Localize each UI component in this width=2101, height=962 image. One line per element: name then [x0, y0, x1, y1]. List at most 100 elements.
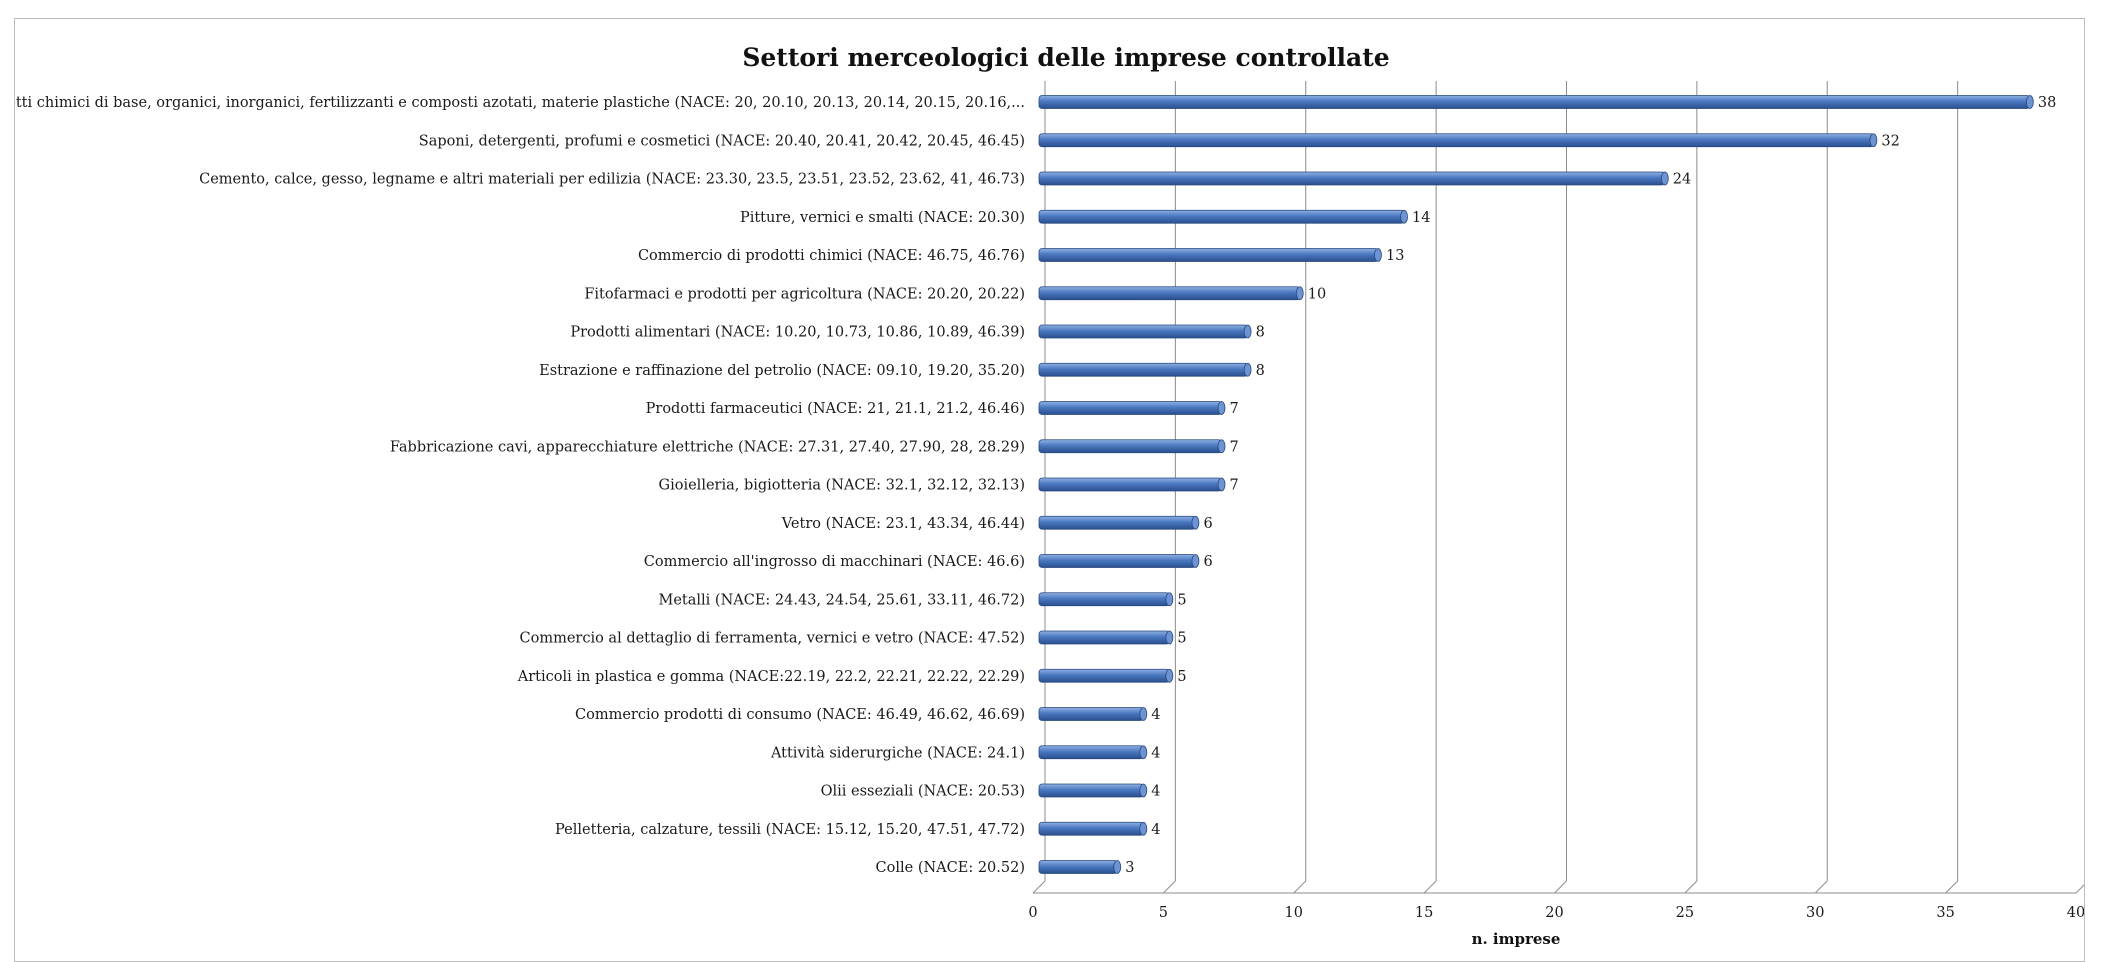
bar — [1038, 630, 1170, 645]
category-label: Saponi, detergenti, profumi e cosmetici … — [419, 133, 1025, 149]
data-label: 7 — [1230, 478, 1239, 494]
data-label: 8 — [1256, 325, 1265, 341]
chart-title: Settori merceologici delle imprese contr… — [742, 43, 1389, 72]
gridline-floor — [1814, 880, 1828, 894]
data-label: 7 — [1230, 401, 1239, 417]
data-label: 6 — [1203, 516, 1212, 532]
data-label: 4 — [1151, 822, 1160, 838]
chart-frame: Settori merceologici delle imprese contr… — [14, 18, 2085, 962]
category-label: Fitofarmaci e prodotti per agricoltura (… — [584, 286, 1025, 302]
gridline-floor — [1554, 880, 1567, 894]
x-axis-title: n. imprese — [1472, 930, 1561, 948]
bar — [1038, 745, 1144, 760]
data-label: 5 — [1177, 669, 1186, 685]
x-tick-label: 10 — [1285, 905, 1303, 921]
data-label: 14 — [1412, 210, 1430, 226]
bar — [1038, 286, 1301, 301]
category-label: Commercio di prodotti chimici (NACE: 46.… — [638, 248, 1025, 264]
bar-cap — [1113, 860, 1122, 874]
data-label: 8 — [1256, 363, 1265, 379]
data-label: 4 — [1151, 707, 1160, 723]
category-label: Attività siderurgiche (NACE: 24.1) — [770, 744, 1025, 761]
category-label: Gioielleria, bigiotteria (NACE: 32.1, 32… — [659, 478, 1025, 494]
bar-cap — [1217, 401, 1226, 415]
gridline-floor — [1163, 880, 1176, 894]
bar — [1038, 554, 1196, 568]
bar — [1038, 362, 1249, 377]
bar — [1038, 860, 1118, 874]
bar-cap — [1243, 362, 1252, 377]
x-axis-ticks: 0 5 10 15 20 25 30 35 40 — [1028, 905, 2084, 921]
category-label: Prodotti farmaceutici (NACE: 21, 21.1, 2… — [646, 401, 1025, 417]
x-tick-label: 40 — [2067, 905, 2084, 921]
data-label: 38 — [2038, 95, 2056, 111]
bar-cap — [1165, 592, 1174, 607]
category-label: Pelletteria, calzature, tessili (NACE: 1… — [555, 822, 1025, 838]
bar-cap — [1139, 821, 1148, 836]
x-tick-label: 15 — [1415, 905, 1433, 921]
data-label: 24 — [1673, 172, 1691, 188]
bar-cap — [1139, 707, 1148, 721]
bar — [1038, 439, 1222, 454]
category-label: Vetro (NACE: 23.1, 43.34, 46.44) — [781, 516, 1025, 532]
gridline-floor — [2075, 884, 2084, 894]
data-label: 32 — [1881, 133, 1899, 149]
category-label: Commercio prodotti di consumo (NACE: 46.… — [575, 707, 1025, 723]
bar — [1038, 515, 1196, 530]
category-label: Commercio al dettaglio di ferramenta, ve… — [520, 631, 1026, 647]
gridline-floor — [1945, 880, 1958, 894]
category-label: Colle (NACE: 20.52) — [876, 860, 1025, 876]
category-label: Articoli in plastica e gomma (NACE:22.19… — [517, 669, 1025, 685]
bar-cap — [1869, 133, 1878, 148]
category-label: Prodotti alimentari (NACE: 10.20, 10.73,… — [570, 325, 1025, 341]
data-label: 5 — [1177, 631, 1186, 647]
bar — [1038, 248, 1379, 262]
x-tick-label: 30 — [1806, 905, 1824, 921]
gridline-floor — [1684, 880, 1698, 894]
data-label: 4 — [1151, 784, 1160, 800]
bars — [1038, 95, 2034, 874]
bar — [1038, 401, 1222, 415]
data-label: 6 — [1203, 554, 1212, 570]
x-tick-label: 20 — [1545, 905, 1563, 921]
category-label: Olii esseziali (NACE: 20.53) — [821, 784, 1025, 800]
data-label: 10 — [1308, 286, 1326, 302]
data-label: 4 — [1151, 745, 1160, 761]
category-label: Cemento, calce, gesso, legname e altri m… — [199, 172, 1025, 188]
bar — [1038, 707, 1144, 721]
bar-cap — [1217, 439, 1226, 454]
bar — [1038, 95, 2031, 109]
data-label: 5 — [1177, 592, 1186, 608]
bar — [1038, 821, 1144, 836]
bar-cap — [1139, 783, 1148, 798]
bar-cap — [1165, 630, 1174, 645]
bar-cap — [1400, 209, 1408, 224]
bar-cap — [1243, 324, 1252, 339]
bar — [1038, 171, 1666, 186]
bar — [1038, 324, 1249, 339]
bar-cap — [1374, 248, 1382, 262]
bar — [1038, 477, 1222, 492]
bar-cap — [1191, 554, 1200, 568]
category-label: Prodotti chimici di base, organici, inor… — [15, 95, 1025, 111]
x-tick-label: 0 — [1028, 905, 1037, 921]
bar-cap — [2025, 95, 2034, 109]
bar — [1038, 783, 1144, 798]
gridline-floor — [1423, 880, 1437, 894]
x-tick-label: 35 — [1936, 905, 1954, 921]
x-tick-label: 25 — [1676, 905, 1694, 921]
bar — [1038, 668, 1170, 683]
bar-chart: Settori merceologici delle imprese contr… — [15, 43, 2084, 948]
bar-cap — [1217, 477, 1226, 492]
bar-cap — [1660, 171, 1669, 186]
bar-cap — [1295, 286, 1304, 301]
category-label: Commercio all'ingrosso di macchinari (NA… — [644, 554, 1025, 570]
data-label: 13 — [1386, 248, 1404, 264]
data-label: 7 — [1230, 439, 1239, 455]
category-label: Fabbricazione cavi, apparecchiature elet… — [390, 439, 1025, 455]
gridline-floor — [1293, 880, 1307, 894]
bar-cap — [1165, 668, 1174, 683]
category-label: Pitture, vernici e smalti (NACE: 20.30) — [740, 210, 1025, 226]
gridline-floor — [1032, 880, 1046, 894]
bar — [1038, 133, 1874, 148]
